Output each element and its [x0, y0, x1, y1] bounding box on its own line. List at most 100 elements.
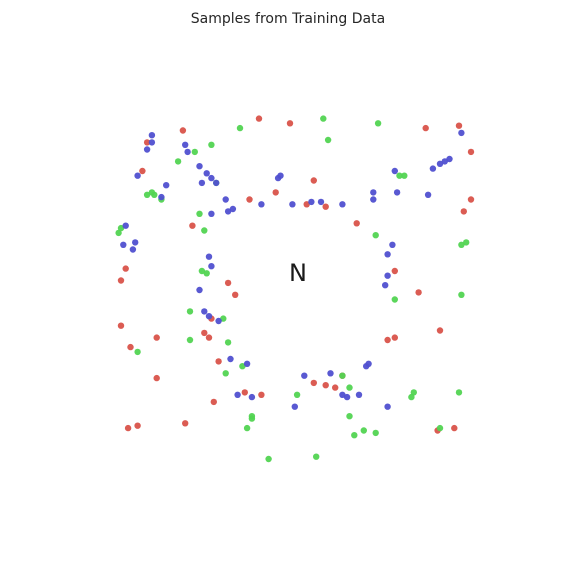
scatter-point-red-19 — [143, 139, 151, 146]
scatter-point-red-11 — [258, 391, 265, 398]
scatter-point-green-11 — [293, 391, 301, 398]
scatter-point-green-43 — [324, 136, 332, 144]
scatter-point-red-44 — [117, 322, 125, 329]
scatter-point-blue-3 — [208, 210, 215, 217]
scatter-point-red-8 — [332, 384, 339, 391]
scatter-point-blue-27 — [384, 251, 391, 258]
scatter-point-blue-17 — [384, 272, 391, 279]
scatter-point-blue-52 — [132, 239, 139, 246]
scatter-point-red-16 — [232, 291, 239, 298]
scatter-point-blue-19 — [393, 189, 401, 196]
scatter-point-green-2 — [191, 148, 198, 156]
scatter-point-blue-22 — [291, 403, 298, 410]
scatter-point-blue-12 — [301, 372, 308, 379]
scatter-point-red-38 — [241, 389, 248, 396]
scatter-point-red-41 — [153, 374, 160, 382]
scatter-point-red-22 — [134, 422, 141, 429]
scatter-point-red-1 — [246, 196, 253, 203]
scatter-point-green-47 — [186, 336, 194, 344]
scatter-point-green-33 — [248, 415, 256, 422]
scatter-point-green-44 — [224, 339, 232, 346]
scatter-point-red-40 — [182, 420, 189, 427]
scatter-point-red-23 — [153, 334, 160, 341]
scatter-point-blue-56 — [182, 141, 189, 148]
scatter-point-red-43 — [122, 265, 129, 272]
scatter-point-blue-43 — [208, 174, 215, 182]
scatter-point-blue-7 — [201, 308, 208, 315]
scatter-point-green-16 — [339, 372, 346, 379]
center-annotation: N — [289, 259, 307, 287]
scatter-point-blue-50 — [122, 222, 129, 229]
scatter-point-red-32 — [455, 122, 463, 129]
scatter-point-blue-26 — [384, 403, 391, 410]
scatter-point-green-13 — [351, 432, 358, 439]
scatter-point-blue-47 — [143, 146, 151, 153]
scatter-point-green-5 — [148, 189, 156, 196]
scatter-point-blue-32 — [441, 158, 448, 165]
scatter-point-blue-51 — [120, 241, 127, 248]
scatter-point-red-18 — [286, 120, 294, 127]
scatter-point-blue-13 — [327, 370, 334, 377]
scatter-point-green-15 — [346, 384, 353, 391]
scatter-points — [115, 115, 475, 463]
scatter-point-green-23 — [463, 239, 470, 246]
scatter-point-blue-28 — [389, 241, 396, 248]
scatter-point-red-29 — [460, 208, 467, 215]
scatter-point-red-10 — [322, 382, 329, 389]
scatter-point-green-19 — [396, 172, 403, 179]
scatter-point-red-5 — [391, 267, 398, 275]
scatter-point-green-35 — [203, 270, 210, 277]
scatter-point-green-10 — [239, 363, 246, 370]
scatter-point-green-1 — [174, 158, 182, 165]
scatter-point-blue-5 — [208, 263, 215, 270]
scatter-point-red-12 — [201, 329, 208, 337]
scatter-point-blue-10 — [227, 355, 234, 363]
scatter-point-green-21 — [458, 291, 465, 298]
scatter-point-blue-40 — [289, 201, 296, 208]
scatter-point-green-28 — [346, 413, 353, 420]
scatter-point-blue-21 — [234, 391, 241, 398]
scatter-point-red-45 — [127, 343, 134, 351]
scatter-point-red-30 — [467, 196, 475, 203]
scatter-point-blue-46 — [148, 132, 156, 139]
scatter-point-red-7 — [384, 336, 391, 344]
scatter-point-green-31 — [243, 424, 251, 432]
scatter-point-green-41 — [320, 115, 327, 122]
scatter-point-blue-44 — [203, 170, 210, 177]
scatter-point-green-30 — [265, 455, 272, 463]
scatter-point-blue-0 — [213, 179, 220, 187]
scatter-point-blue-59 — [277, 172, 284, 179]
scatter-point-red-3 — [303, 201, 310, 208]
scatter-point-blue-54 — [158, 193, 165, 201]
scatter-point-blue-16 — [365, 360, 372, 367]
scatter-point-green-42 — [374, 120, 382, 127]
scatter-point-blue-33 — [436, 160, 444, 167]
scatter-point-red-35 — [422, 124, 429, 132]
scatter-point-red-21 — [124, 424, 132, 432]
scatter-point-blue-14 — [317, 198, 325, 206]
scatter-point-green-40 — [117, 224, 125, 232]
scatter-point-blue-8 — [205, 313, 213, 320]
scatter-point-blue-45 — [196, 163, 203, 170]
scatter-point-red-42 — [117, 277, 125, 284]
scatter-point-green-24 — [455, 389, 463, 396]
scatter-point-green-3 — [208, 141, 215, 148]
scatter-point-blue-30 — [458, 129, 465, 137]
scatter-point-red-28 — [436, 327, 444, 334]
scatter-point-green-27 — [408, 393, 415, 401]
scatter-point-blue-34 — [429, 165, 437, 172]
scatter-point-blue-2 — [224, 208, 232, 215]
scatter-point-red-0 — [179, 127, 187, 134]
scatter-point-blue-37 — [370, 189, 377, 196]
scatter-point-blue-42 — [222, 196, 229, 203]
scatter-point-red-33 — [451, 424, 458, 432]
scatter-point-blue-49 — [134, 172, 141, 179]
scatter-point-blue-48 — [148, 139, 156, 146]
scatter-point-green-12 — [360, 427, 367, 434]
scatter-point-green-0 — [236, 124, 244, 132]
scatter-point-blue-53 — [129, 246, 137, 253]
scatter-point-blue-20 — [248, 393, 256, 401]
scatter-point-green-14 — [372, 429, 379, 437]
scatter-point-blue-11 — [243, 360, 251, 367]
